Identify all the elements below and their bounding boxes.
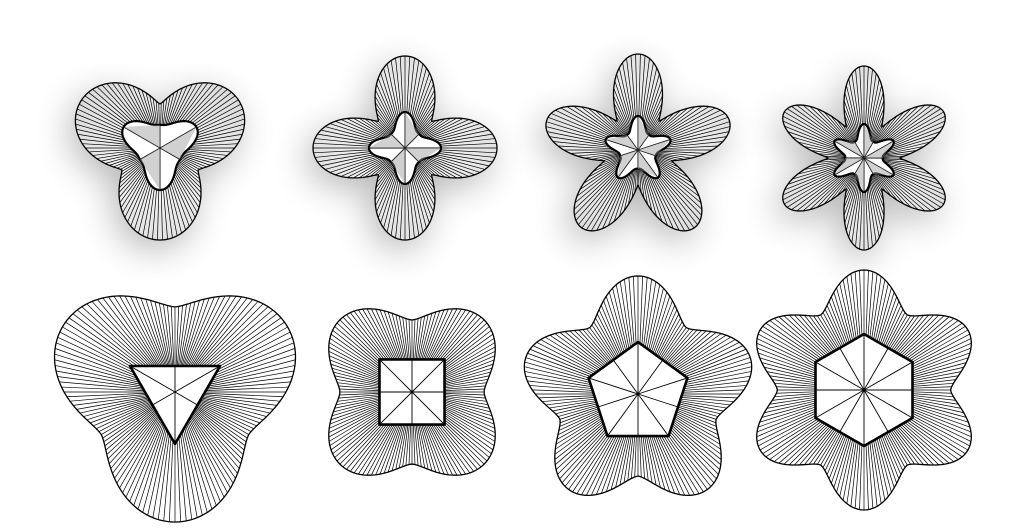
petal-outline bbox=[53, 295, 297, 523]
center-fan bbox=[369, 112, 441, 184]
petal-outline bbox=[312, 55, 498, 241]
ruling-lines bbox=[313, 56, 497, 240]
flower-6-petals bbox=[756, 269, 972, 511]
ruling-lines bbox=[54, 295, 296, 522]
ruling-lines bbox=[782, 66, 946, 250]
star-facet bbox=[854, 158, 864, 192]
center-fan bbox=[379, 359, 445, 425]
star-facet bbox=[605, 134, 638, 150]
star-facet bbox=[638, 139, 671, 156]
flower-5-petals bbox=[539, 53, 731, 241]
flower-6-petals bbox=[776, 65, 946, 260]
row-flat bbox=[53, 269, 972, 523]
flower-3-petals bbox=[53, 295, 297, 523]
star-facet bbox=[864, 158, 894, 175]
star-facet bbox=[405, 112, 420, 148]
flower-4-petals bbox=[328, 308, 496, 476]
petal-outline bbox=[328, 308, 496, 476]
ruling-lines bbox=[545, 54, 731, 232]
petal-outline bbox=[756, 269, 972, 511]
petal-outline bbox=[74, 82, 246, 241]
ruling-lines bbox=[524, 276, 752, 496]
ruling-lines bbox=[756, 270, 972, 510]
star-facet bbox=[864, 141, 894, 158]
center-fan bbox=[129, 365, 221, 444]
star-facet bbox=[834, 158, 864, 175]
star-facet bbox=[123, 124, 160, 148]
star-facet bbox=[834, 141, 864, 158]
center-fan bbox=[123, 124, 197, 190]
center-fan bbox=[605, 116, 671, 178]
star-facet bbox=[139, 148, 160, 190]
star-facet bbox=[638, 116, 649, 150]
row-3d-shaded bbox=[69, 53, 946, 260]
ruling-lines bbox=[328, 308, 496, 476]
petal-outline bbox=[523, 275, 753, 497]
star-facet bbox=[390, 148, 405, 184]
star-facet bbox=[160, 127, 197, 160]
flower-5-petals bbox=[523, 275, 753, 497]
petal-outline bbox=[782, 65, 946, 251]
star-facet bbox=[618, 150, 638, 178]
star-facet bbox=[864, 124, 874, 158]
star-facet bbox=[405, 148, 441, 163]
star-facet bbox=[638, 150, 658, 178]
center-fan bbox=[588, 342, 688, 437]
petal-outline bbox=[545, 53, 731, 232]
star-facet bbox=[369, 133, 405, 148]
ruling-lines bbox=[75, 82, 245, 240]
flower-3-petals bbox=[69, 82, 246, 250]
flower-4-petals bbox=[307, 55, 498, 250]
center-fan bbox=[815, 334, 913, 446]
center-fan bbox=[834, 124, 894, 192]
